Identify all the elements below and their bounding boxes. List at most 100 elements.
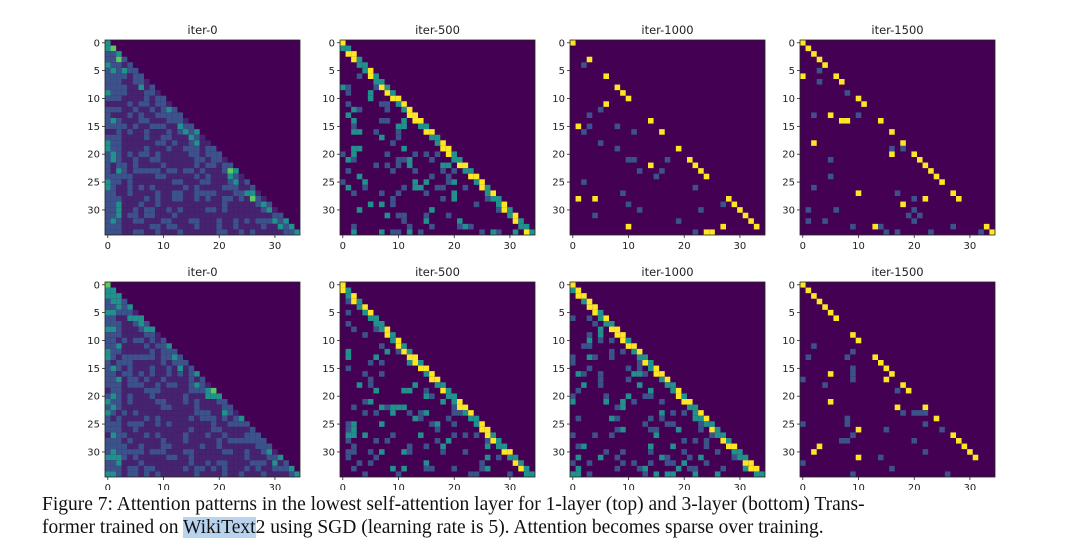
heatmap-cell <box>199 376 206 383</box>
heatmap-cell <box>883 426 890 433</box>
heatmap-cell <box>183 410 189 416</box>
heatmap-cell <box>406 112 413 118</box>
heatmap-cell <box>138 471 144 477</box>
heatmap-cell <box>356 298 363 305</box>
heatmap-cell <box>272 223 278 230</box>
heatmap-cell <box>194 399 200 405</box>
heatmap-cell <box>462 432 469 438</box>
heatmap-cell <box>703 415 710 422</box>
heatmap-cell <box>127 337 133 344</box>
heatmap-cell <box>155 471 161 477</box>
heatmap-cell <box>272 471 278 477</box>
heatmap-cell <box>345 90 352 96</box>
heatmap-cell <box>434 421 441 427</box>
heatmap-cell <box>216 173 222 180</box>
heatmap-cell <box>401 101 407 107</box>
heatmap-cell <box>406 348 413 355</box>
heatmap-cell <box>155 360 161 366</box>
heatmap-cell <box>116 426 122 433</box>
heatmap-cell <box>188 173 195 180</box>
heatmap-cell <box>132 112 139 118</box>
heatmap-cell <box>753 471 760 477</box>
heatmap-cell <box>121 106 128 113</box>
y-tick-label: 25 <box>552 420 565 431</box>
heatmap-cell <box>166 438 172 444</box>
heatmap-cell <box>144 106 150 113</box>
heatmap-cell <box>429 173 435 180</box>
heatmap-cell <box>160 173 167 180</box>
heatmap-cell <box>434 134 441 141</box>
heatmap-cell <box>127 404 133 411</box>
heatmap-cell <box>177 145 183 152</box>
heatmap-cell <box>345 354 352 360</box>
heatmap-cell <box>570 360 576 366</box>
heatmap-cell <box>266 460 273 466</box>
heatmap-cell <box>116 465 122 472</box>
heatmap-cell <box>222 190 228 196</box>
heatmap-cell <box>110 304 117 310</box>
heatmap-cell <box>138 123 144 130</box>
heatmap-cell <box>423 387 430 394</box>
heatmap-cell <box>249 207 256 213</box>
heatmap-cell <box>249 443 256 450</box>
heatmap-cell <box>423 410 430 416</box>
heatmap-cell <box>121 134 128 141</box>
heatmap-cell <box>127 343 133 349</box>
heatmap-cell <box>345 293 352 299</box>
heatmap-cell <box>518 218 524 224</box>
heatmap-cell <box>345 421 352 427</box>
heatmap-cell <box>390 332 396 338</box>
x-tick-label: 10 <box>852 483 865 490</box>
heatmap-cell <box>570 282 576 288</box>
heatmap-cell <box>822 304 828 310</box>
heatmap-cell <box>199 415 206 422</box>
heatmap-cell <box>144 365 150 372</box>
heatmap-cell <box>149 365 156 372</box>
heatmap-cell <box>255 190 261 196</box>
heatmap-cell <box>227 465 234 472</box>
heatmap-cell <box>144 471 150 477</box>
x-tick-label: 30 <box>504 483 517 490</box>
heatmap-cell <box>138 426 144 433</box>
heatmap-cell <box>105 360 111 366</box>
heatmap-cell <box>132 151 139 157</box>
heatmap-cell <box>675 145 682 152</box>
heatmap-cell <box>121 162 128 169</box>
heatmap-cell <box>138 315 144 321</box>
heatmap-cell <box>116 168 122 174</box>
heatmap-cell <box>457 223 463 230</box>
heatmap-cell <box>238 223 245 230</box>
heatmap-cell <box>496 196 502 202</box>
heatmap-cell <box>412 112 418 118</box>
heatmap-cell <box>367 309 374 316</box>
heatmap-cell <box>222 404 228 411</box>
heatmap-cell <box>121 304 128 310</box>
heatmap-cell <box>570 460 576 466</box>
heatmap-cell <box>188 223 195 230</box>
heatmap-cell <box>149 387 156 394</box>
heatmap-cell <box>434 140 441 146</box>
heatmap-cell <box>429 223 435 230</box>
heatmap-cell <box>105 460 111 466</box>
heatmap-cell <box>570 471 576 477</box>
heatmap-cell <box>199 162 206 169</box>
heatmap-cell <box>210 223 217 230</box>
heatmap-cell <box>244 432 250 438</box>
heatmap-cell <box>406 387 413 394</box>
heatmap-cell <box>670 443 676 450</box>
heatmap-cell <box>127 79 133 85</box>
heatmap-cell <box>110 348 117 355</box>
heatmap-cell <box>149 410 156 416</box>
heatmap-cell <box>462 449 469 455</box>
heatmap-cell <box>149 145 156 152</box>
y-tick-label: 5 <box>94 66 100 77</box>
heatmap-cell <box>227 179 234 185</box>
heatmap-cell <box>244 465 250 472</box>
heatmap-cell <box>188 365 195 372</box>
heatmap-cell <box>401 184 407 191</box>
heatmap-cell <box>177 212 183 219</box>
heatmap-cell <box>110 360 117 366</box>
x-tick-label: 30 <box>269 483 282 490</box>
heatmap-cell <box>132 315 139 321</box>
heatmap-cell <box>155 179 161 185</box>
